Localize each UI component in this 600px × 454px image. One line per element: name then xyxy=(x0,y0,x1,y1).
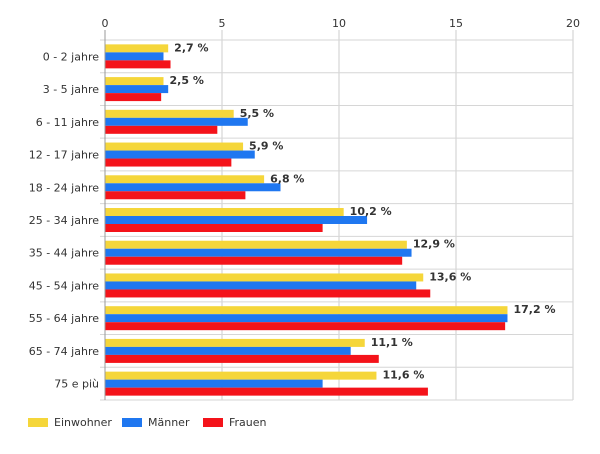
bar-frauen xyxy=(105,322,506,331)
category-label: 65 - 74 jahre xyxy=(29,345,100,358)
category-label: 6 - 11 jahre xyxy=(36,116,100,129)
data-label: 11,6 % xyxy=(382,369,424,382)
bar-männer xyxy=(105,379,323,388)
bar-frauen xyxy=(105,387,428,396)
bar-einwohner xyxy=(105,240,407,249)
bar-einwohner xyxy=(105,109,234,118)
bar-frauen xyxy=(105,289,431,298)
x-tick-label: 15 xyxy=(449,17,463,30)
legend-label: Einwohner xyxy=(54,416,112,429)
legend-label: Frauen xyxy=(229,416,267,429)
category-label: 35 - 44 jahre xyxy=(29,247,100,260)
x-tick-label: 5 xyxy=(219,17,226,30)
bar-männer xyxy=(105,248,412,257)
data-label: 11,1 % xyxy=(371,336,413,349)
data-label: 5,9 % xyxy=(249,140,283,153)
bar-einwohner xyxy=(105,175,265,184)
legend-swatch xyxy=(122,418,142,427)
bar-männer xyxy=(105,117,248,126)
x-tick-label: 0 xyxy=(102,17,109,30)
data-label: 12,9 % xyxy=(413,238,455,251)
bar-männer xyxy=(105,216,368,224)
bar-frauen xyxy=(105,158,232,167)
bar-männer xyxy=(105,314,508,323)
data-label: 2,7 % xyxy=(174,41,208,54)
x-tick-label: 20 xyxy=(566,17,580,30)
data-label: 17,2 % xyxy=(513,303,555,316)
bar-einwohner xyxy=(105,77,164,86)
bar-einwohner xyxy=(105,306,508,315)
bar-frauen xyxy=(105,224,323,232)
category-label: 55 - 64 jahre xyxy=(29,312,100,325)
bar-frauen xyxy=(105,125,218,134)
data-label: 5,5 % xyxy=(240,107,274,120)
bar-männer xyxy=(105,346,351,355)
bar-männer xyxy=(105,281,417,290)
bar-einwohner xyxy=(105,142,244,151)
legend-swatch xyxy=(203,418,223,427)
bar-frauen xyxy=(105,256,403,265)
category-label: 45 - 54 jahre xyxy=(29,279,100,292)
data-label: 2,5 % xyxy=(170,74,204,87)
data-label: 13,6 % xyxy=(429,270,471,283)
bar-einwohner xyxy=(105,273,424,282)
data-label: 6,8 % xyxy=(270,172,304,185)
category-label: 0 - 2 jahre xyxy=(43,50,100,63)
category-label: 3 - 5 jahre xyxy=(43,83,100,96)
bar-einwohner xyxy=(105,208,344,216)
bar-einwohner xyxy=(105,338,365,347)
data-label: 10,2 % xyxy=(350,205,392,218)
bar-frauen xyxy=(105,60,171,69)
bar-einwohner xyxy=(105,371,377,380)
legend-label: Männer xyxy=(148,416,190,429)
bar-frauen xyxy=(105,354,379,363)
category-label: 25 - 34 jahre xyxy=(29,214,100,227)
category-label: 75 e più xyxy=(54,378,99,391)
bar-männer xyxy=(105,52,164,61)
bar-männer xyxy=(105,150,255,159)
x-tick-label: 10 xyxy=(332,17,346,30)
legend-swatch xyxy=(28,418,48,427)
bar-frauen xyxy=(105,191,246,200)
bar-frauen xyxy=(105,93,162,102)
bar-männer xyxy=(105,85,169,94)
category-label: 18 - 24 jahre xyxy=(29,181,100,194)
bar-einwohner xyxy=(105,44,169,53)
bar-männer xyxy=(105,183,281,192)
category-label: 12 - 17 jahre xyxy=(29,149,100,162)
